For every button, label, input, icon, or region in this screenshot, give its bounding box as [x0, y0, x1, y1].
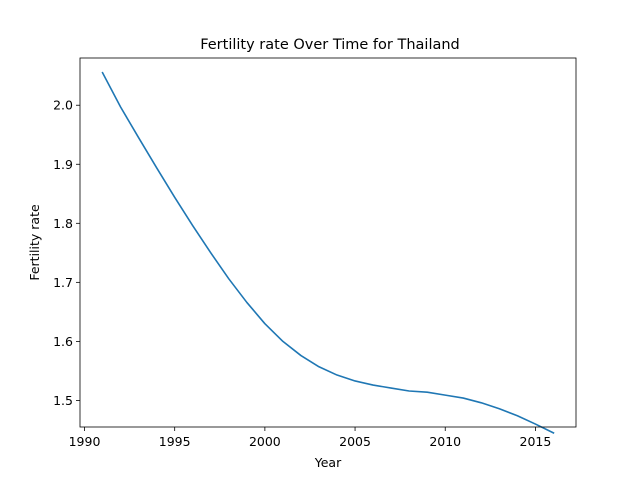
x-tick-label: 1990 — [69, 434, 101, 449]
x-axis-label: Year — [314, 455, 342, 470]
series-layer — [101, 71, 555, 434]
y-tick-label: 2.0 — [53, 98, 73, 113]
x-tick-label: 2010 — [429, 434, 461, 449]
series-line — [101, 71, 555, 434]
chart-title: Fertility rate Over Time for Thailand — [200, 37, 460, 53]
x-tick-label: 2015 — [520, 434, 552, 449]
y-tick-label: 1.6 — [53, 334, 73, 349]
y-tick-label: 1.5 — [53, 393, 73, 408]
y-tick-label: 1.9 — [53, 157, 73, 172]
y-axis-label: Fertility rate — [27, 204, 42, 281]
x-tick-label: 2005 — [339, 434, 371, 449]
plot-frame — [79, 57, 577, 428]
x-tick-label: 2000 — [249, 434, 281, 449]
y-tick-label: 1.7 — [53, 275, 73, 290]
y-tick-label: 1.8 — [53, 216, 73, 231]
x-tick-label: 1995 — [159, 434, 191, 449]
axis-ticks: 1990 1995 2000 2005 2010 2015 1.5 1.6 1.7 1.8 1.9 2… — [53, 98, 551, 449]
